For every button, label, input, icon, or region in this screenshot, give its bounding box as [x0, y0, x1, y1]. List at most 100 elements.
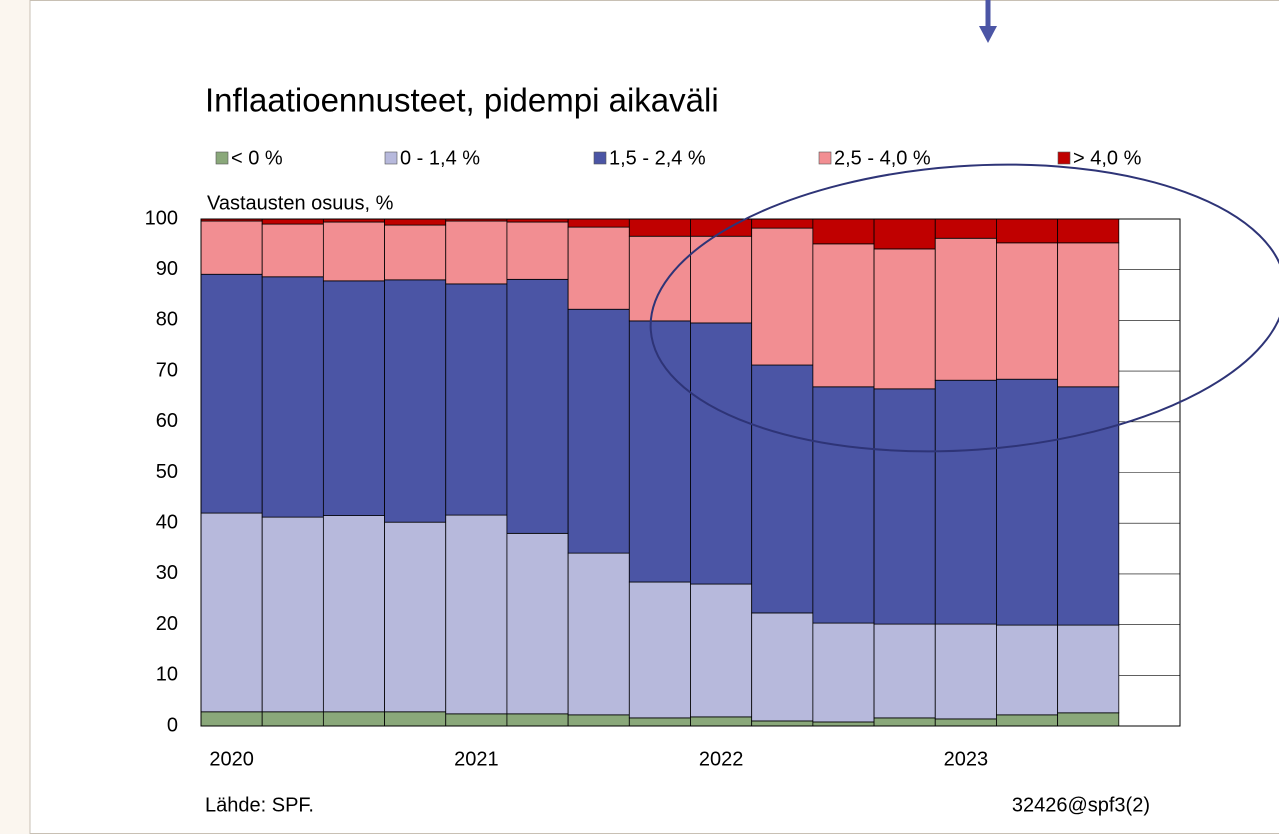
legend-label: < 0 % — [231, 147, 283, 169]
y-tick-label: 20 — [156, 613, 178, 635]
legend-label: 2,5 - 4,0 % — [834, 147, 931, 169]
arrow-head — [979, 26, 997, 43]
bar-segment — [261, 223, 324, 278]
legend-label: > 4,0 % — [1073, 147, 1142, 169]
legend-label: 0 - 1,4 % — [400, 147, 480, 169]
legend-swatch — [384, 151, 398, 165]
bar-segment — [200, 711, 263, 727]
bar-segment — [751, 612, 814, 722]
bar-segment — [506, 278, 569, 534]
bar-segment — [690, 235, 753, 324]
y-tick-label: 50 — [156, 461, 178, 483]
bar-segment — [261, 218, 324, 225]
y-tick-label: 90 — [156, 258, 178, 280]
bar-segment — [567, 552, 630, 716]
legend-swatch — [1057, 151, 1071, 165]
bar-segment — [934, 623, 997, 720]
highlight-ellipse — [649, 163, 1279, 453]
bar-segment — [567, 218, 630, 228]
y-tick-label: 80 — [156, 309, 178, 331]
bar-segment — [690, 322, 753, 585]
bar-segment — [384, 224, 447, 281]
y-tick-label: 40 — [156, 511, 178, 533]
legend-swatch — [215, 151, 229, 165]
bar-segment — [812, 622, 875, 723]
bar-segment — [445, 220, 508, 285]
bar-segment — [628, 235, 691, 322]
bar-segment — [812, 386, 875, 624]
source: Lähde: SPF. — [205, 794, 314, 816]
bar-segment — [567, 714, 630, 727]
bar-segment — [567, 226, 630, 310]
plot-frame — [200, 218, 1181, 727]
bar-segment — [1057, 386, 1120, 626]
chart-title: Inflaatioennusteet, pidempi aikaväli — [205, 82, 719, 119]
bar-segment — [628, 717, 691, 727]
y-tick-label: 10 — [156, 664, 178, 686]
bar-segment — [445, 713, 508, 727]
x-tick-label: 2021 — [454, 748, 499, 770]
bar-segment — [445, 283, 508, 516]
bar-segment — [751, 227, 814, 366]
x-tick-label: 2022 — [699, 748, 744, 770]
bar-segment — [934, 218, 997, 239]
bar-segment — [996, 218, 1059, 244]
bar-segment — [996, 714, 1059, 727]
bar-segment — [690, 583, 753, 718]
bar-segment — [934, 379, 997, 625]
code: 32426@spf3(2) — [1012, 794, 1150, 816]
legend-swatch — [593, 151, 607, 165]
x-tick-label: 2020 — [209, 748, 254, 770]
bar-segment — [873, 623, 936, 719]
bar-segment — [200, 273, 263, 514]
bar-segment — [384, 521, 447, 713]
bar-segment — [690, 716, 753, 727]
bar-segment — [628, 320, 691, 583]
legend-swatch — [818, 151, 832, 165]
bar-segment — [1057, 712, 1120, 727]
bar-segment — [873, 218, 936, 250]
bar-segment — [628, 581, 691, 719]
bar-segment — [934, 718, 997, 727]
bar-segment — [812, 243, 875, 388]
bar-segment — [996, 378, 1059, 626]
bar-segment — [200, 220, 263, 275]
bar-segment — [873, 717, 936, 727]
bar-segment — [506, 713, 569, 727]
bar-segment — [322, 280, 385, 516]
bar-segment — [506, 532, 569, 715]
bar-segment — [1057, 218, 1120, 244]
bar-segment — [996, 624, 1059, 716]
bar-segment — [322, 711, 385, 727]
bar-segment — [506, 221, 569, 280]
bar-segment — [384, 279, 447, 523]
bar-segment — [873, 248, 936, 390]
bar-segment — [751, 218, 814, 229]
y-tick-label: 0 — [167, 714, 178, 736]
bar-segment — [322, 221, 385, 282]
bar-segment — [261, 711, 324, 727]
bar-segment — [934, 237, 997, 381]
bar-segment — [812, 721, 875, 727]
bar-segment — [384, 711, 447, 727]
y-tick-label: 100 — [145, 207, 178, 229]
bar-segment — [1057, 624, 1120, 714]
x-tick-label: 2023 — [944, 748, 989, 770]
bar-segment — [445, 514, 508, 715]
bar-segment — [628, 218, 691, 237]
legend-label: 1,5 - 2,4 % — [609, 147, 706, 169]
bar-segment — [996, 242, 1059, 380]
bar-segment — [873, 388, 936, 625]
bar-segment — [812, 218, 875, 245]
y-tick-label: 60 — [156, 410, 178, 432]
bar-segment — [567, 308, 630, 554]
y-axis-label: Vastausten osuus, % — [207, 192, 394, 214]
plot — [200, 218, 1180, 727]
bar-segment — [261, 516, 324, 713]
bar-segment — [751, 720, 814, 727]
bar-segment — [261, 276, 324, 518]
bar-segment — [751, 364, 814, 614]
bar-segment — [200, 512, 263, 713]
